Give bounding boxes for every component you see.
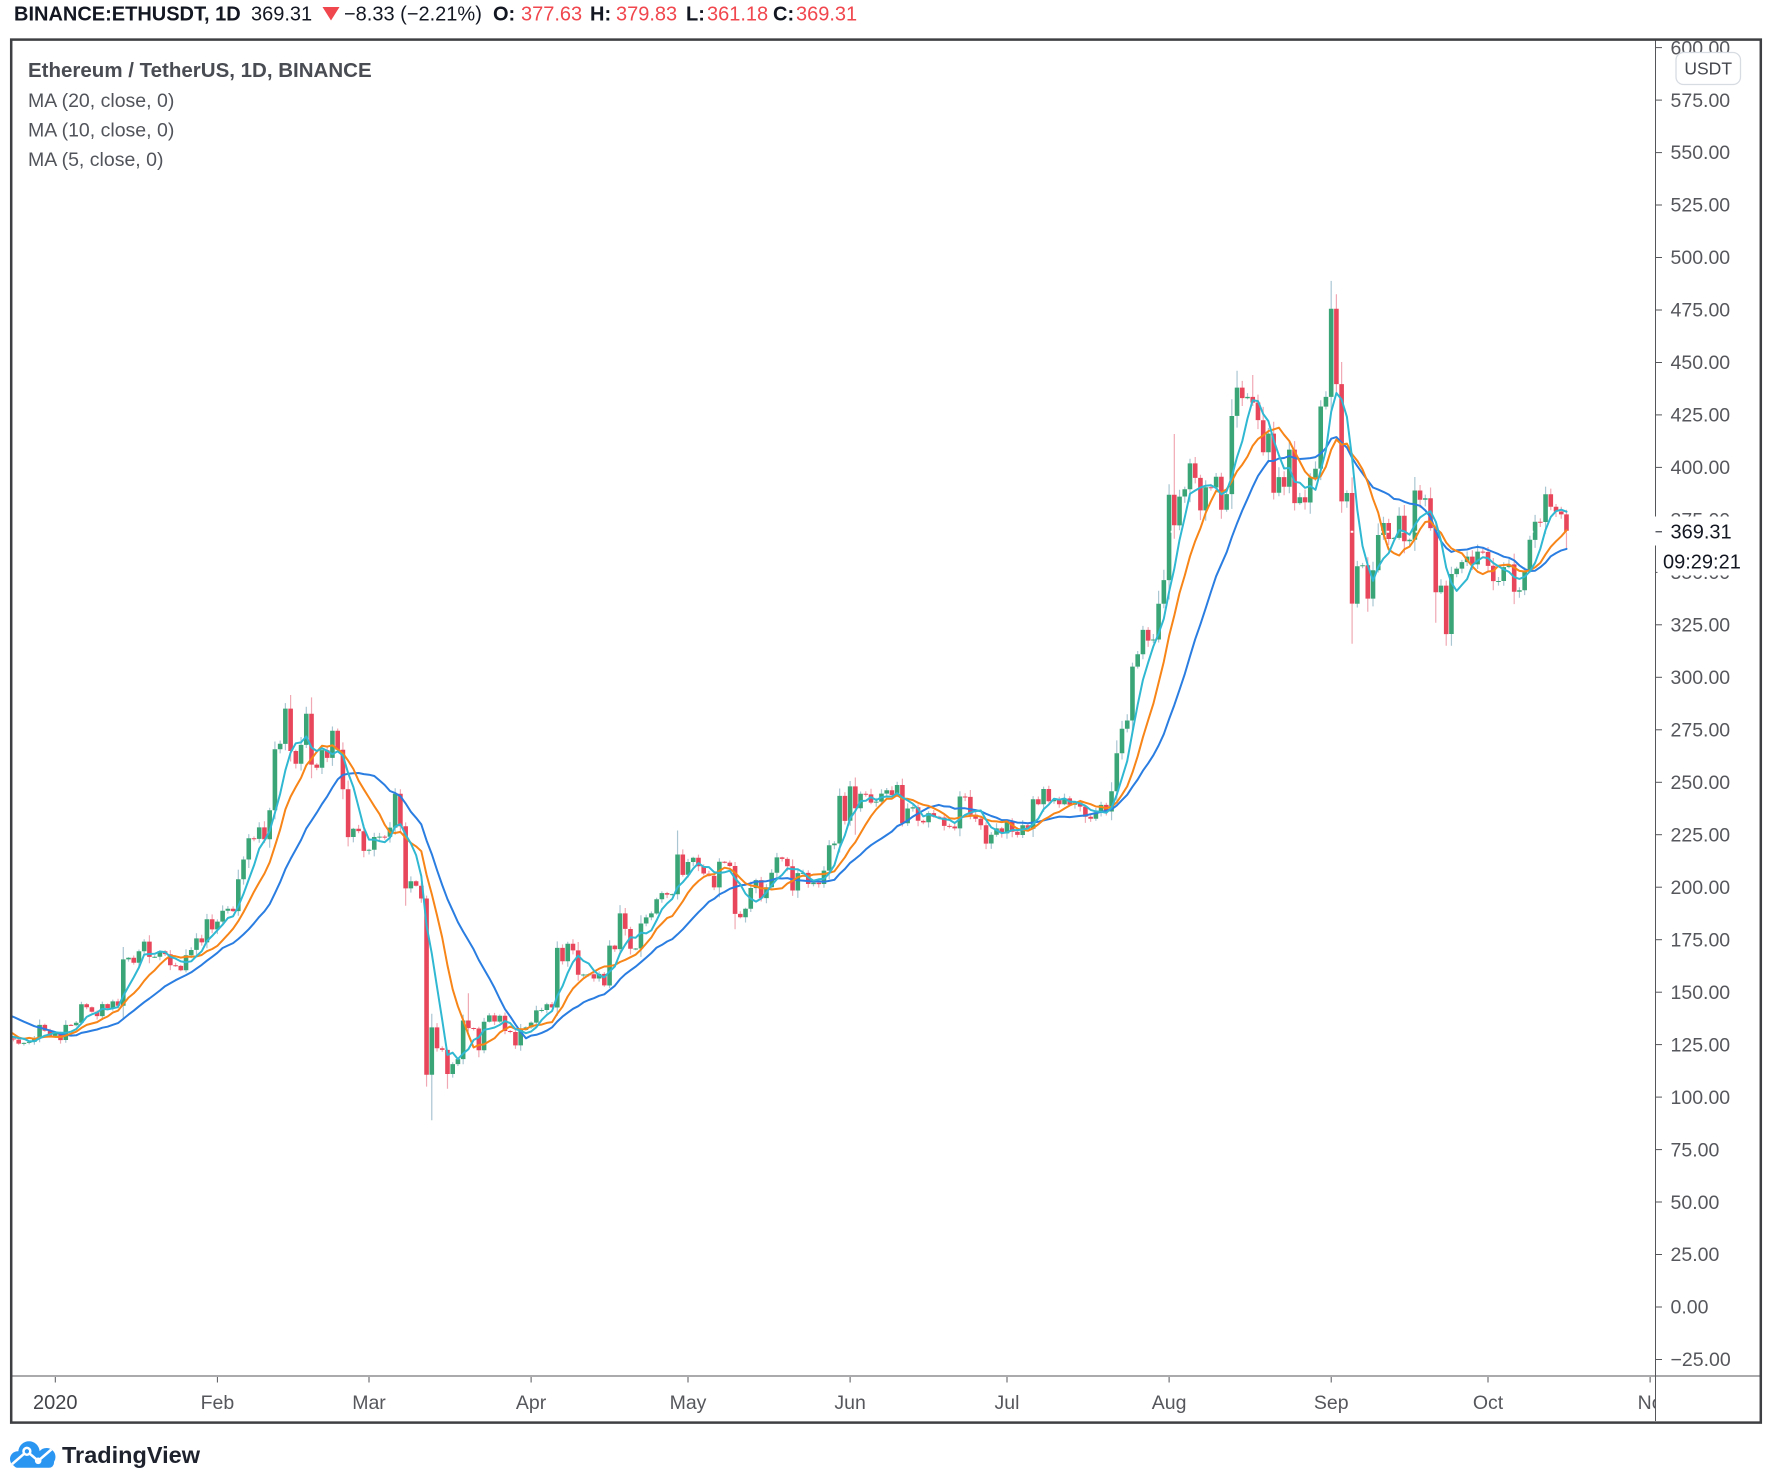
svg-text:Mar: Mar — [352, 1392, 386, 1414]
svg-text:C:: C: — [773, 4, 794, 26]
svg-text:325.00: 325.00 — [1671, 615, 1731, 637]
svg-text:475.00: 475.00 — [1671, 300, 1731, 322]
svg-text:525.00: 525.00 — [1671, 195, 1731, 217]
svg-text:MA (20, close, 0): MA (20, close, 0) — [28, 90, 174, 112]
svg-text:Ethereum / TetherUS, 1D, BINAN: Ethereum / TetherUS, 1D, BINANCE — [28, 59, 372, 82]
svg-text:MA (5, close, 0): MA (5, close, 0) — [28, 149, 163, 171]
svg-text:Jun: Jun — [834, 1392, 865, 1414]
svg-text:−25.00: −25.00 — [1671, 1349, 1731, 1371]
svg-text:75.00: 75.00 — [1671, 1139, 1720, 1161]
svg-text:150.00: 150.00 — [1671, 982, 1731, 1004]
svg-text:361.18: 361.18 — [707, 4, 768, 26]
svg-text:425.00: 425.00 — [1671, 405, 1731, 427]
svg-text:50.00: 50.00 — [1671, 1192, 1720, 1214]
svg-text:369.31: 369.31 — [251, 4, 312, 26]
svg-text:575.00: 575.00 — [1671, 90, 1731, 112]
svg-text:Sep: Sep — [1314, 1392, 1349, 1414]
svg-text:H:: H: — [590, 4, 611, 26]
svg-text:125.00: 125.00 — [1671, 1034, 1731, 1056]
svg-text:−8.33 (−2.21%): −8.33 (−2.21%) — [344, 4, 482, 26]
svg-text:100.00: 100.00 — [1671, 1087, 1731, 1109]
svg-text:300.00: 300.00 — [1671, 667, 1731, 689]
svg-text:Aug: Aug — [1152, 1392, 1187, 1414]
svg-text:Feb: Feb — [201, 1392, 235, 1414]
svg-text:Oct: Oct — [1473, 1392, 1504, 1414]
svg-text:09:29:21: 09:29:21 — [1663, 552, 1741, 574]
svg-text:250.00: 250.00 — [1671, 772, 1731, 794]
svg-text:379.83: 379.83 — [616, 4, 677, 26]
svg-text:2020: 2020 — [33, 1392, 78, 1414]
svg-text:TradingView: TradingView — [62, 1442, 201, 1468]
svg-text:400.00: 400.00 — [1671, 457, 1731, 479]
svg-text:275.00: 275.00 — [1671, 720, 1731, 742]
svg-text:369.31: 369.31 — [1671, 522, 1732, 544]
svg-text:200.00: 200.00 — [1671, 877, 1731, 899]
svg-text:No: No — [1638, 1392, 1663, 1414]
svg-text:225.00: 225.00 — [1671, 824, 1731, 846]
svg-text:377.63: 377.63 — [521, 4, 582, 26]
svg-text:500.00: 500.00 — [1671, 247, 1731, 269]
svg-text:450.00: 450.00 — [1671, 352, 1731, 374]
svg-text:BINANCE:ETHUSDT, 1D: BINANCE:ETHUSDT, 1D — [14, 4, 241, 26]
svg-text:USDT: USDT — [1684, 59, 1732, 79]
svg-text:MA (10, close, 0): MA (10, close, 0) — [28, 120, 174, 142]
svg-text:L:: L: — [686, 4, 705, 26]
svg-text:25.00: 25.00 — [1671, 1244, 1720, 1266]
svg-text:Apr: Apr — [516, 1392, 547, 1414]
svg-text:O:: O: — [493, 4, 515, 26]
svg-text:175.00: 175.00 — [1671, 929, 1731, 951]
svg-text:0.00: 0.00 — [1671, 1297, 1709, 1319]
svg-text:Jul: Jul — [995, 1392, 1020, 1414]
svg-text:550.00: 550.00 — [1671, 142, 1731, 164]
svg-text:369.31: 369.31 — [796, 4, 857, 26]
svg-text:May: May — [670, 1392, 707, 1414]
